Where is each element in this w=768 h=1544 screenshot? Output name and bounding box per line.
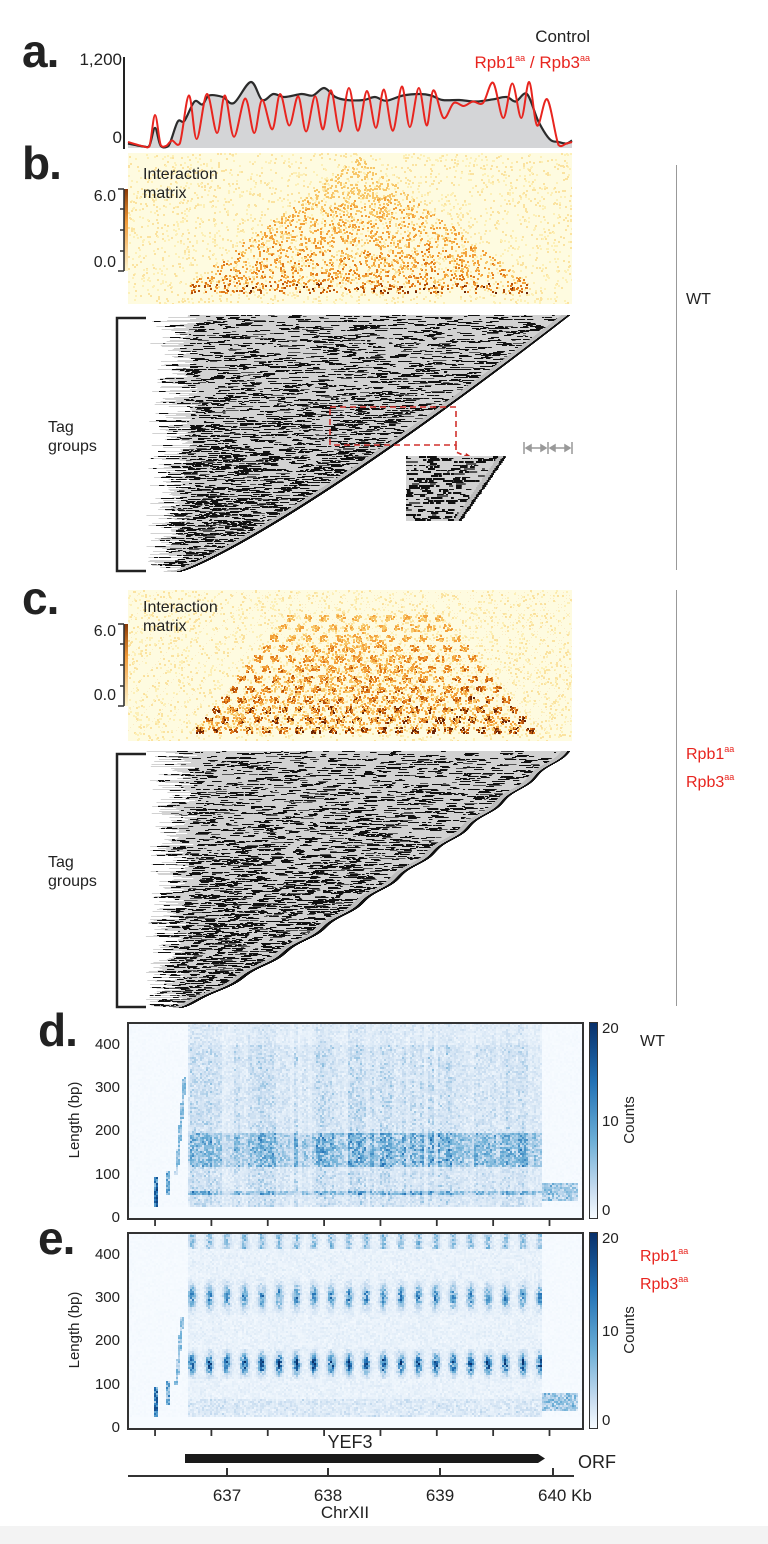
y-tick-label: 300 [94, 1289, 120, 1307]
panel-label-c: c. [22, 572, 59, 624]
legend-mutant: Rpb1aa / Rpb3aa [475, 49, 590, 72]
genome-axis-ticks [226, 1468, 554, 1476]
mutant-rpb3-sup-e: aa [678, 1274, 689, 1284]
y-tick-zero: 0 [112, 128, 122, 147]
chromosome-label: ChrXII [320, 1503, 370, 1522]
orf-arrow [185, 1454, 545, 1463]
gene-track [128, 1454, 574, 1477]
axis-tick-638: 638 [313, 1486, 343, 1505]
condition-label-mutant: Rpb1aa Rpb3aa [686, 738, 734, 794]
interaction-matrix-title-mutant: Interaction matrix [143, 599, 218, 635]
axis-tick-639: 639 [425, 1486, 455, 1505]
cbar-tick-0-wt: 0 [602, 1202, 611, 1219]
mutant-rpb1: Rpb1 [686, 746, 725, 763]
colorbar-tick-min-wt: 0.0 [93, 254, 116, 271]
orf-label: ORF [578, 1452, 616, 1472]
colorbar-tick-min-mutant: 0.0 [93, 687, 116, 704]
coverage-plot [123, 57, 573, 149]
y-tick-label: 200 [94, 1122, 120, 1140]
tag-groups-bracket-mutant [115, 752, 146, 1009]
interaction-matrix-mutant [128, 590, 572, 741]
tag-groups-label-wt: Tag groups [48, 419, 97, 455]
interaction-matrix-title-wt: Interaction matrix [143, 166, 218, 202]
y-tick-label: 300 [94, 1079, 120, 1097]
cbar-tick-0-mutant: 0 [602, 1412, 611, 1429]
gene-name: YEF3 [327, 1432, 373, 1452]
interaction-matrix-wt [128, 153, 572, 304]
counts-colorbar-wt [589, 1022, 598, 1219]
coverage-line-mutant [127, 80, 573, 149]
vplot-frame-wt [127, 1022, 584, 1220]
y-tick-label: 100 [94, 1375, 120, 1393]
zoom-region-box [329, 406, 457, 446]
cbar-tick-10-mutant: 10 [602, 1323, 619, 1340]
vplot-frame-mutant [127, 1232, 584, 1430]
axis-tick-637: 637 [212, 1486, 242, 1505]
panel-label-e: e. [38, 1212, 75, 1264]
panel-label-b: b. [22, 137, 62, 189]
condition-label-d: WT [640, 1033, 665, 1050]
condition-label-wt: WT [686, 291, 711, 308]
y-tick-label: 400 [94, 1035, 120, 1053]
panel-label-a: a. [22, 25, 59, 77]
legend-mutant-sup1: aa [515, 53, 526, 63]
mutant-rpb3-e: Rpb3 [640, 1276, 679, 1293]
tag-groups-label-mutant: Tag groups [48, 854, 97, 890]
y-tick-label: 0 [111, 1419, 120, 1436]
y-tick-label: 0 [111, 1209, 120, 1226]
vplot-heatmap-wt [128, 1023, 582, 1218]
tag-groups-wt [143, 315, 573, 572]
legend-mutant-rpb3: / Rpb3 [525, 53, 580, 72]
colorbar-tick-max-wt: 6.0 [93, 188, 116, 205]
cbar-tick-20-wt: 20 [602, 1020, 619, 1037]
legend-control: Control [535, 27, 590, 46]
mutant-rpb1-sup: aa [724, 744, 735, 754]
interaction-colorbar-wt [118, 188, 128, 272]
interaction-colorbar-mutant [118, 623, 128, 707]
legend-mutant-sup2: aa [579, 53, 590, 63]
mutant-rpb1-sup-e: aa [678, 1246, 689, 1256]
vplot-heatmap-mutant [128, 1233, 582, 1428]
mutant-rpb3-sup: aa [724, 772, 735, 782]
page-bottom-band [0, 1526, 768, 1544]
condition-divider-wt [676, 165, 677, 570]
condition-divider-mutant [676, 590, 677, 1006]
zoom-inset-tag-groups [406, 456, 513, 521]
mutant-rpb3: Rpb3 [686, 774, 725, 791]
colorbar-tick-max-mutant: 6.0 [93, 623, 116, 640]
mutant-rpb1-e: Rpb1 [640, 1248, 679, 1265]
cbar-tick-10-wt: 10 [602, 1113, 619, 1130]
tag-groups-mutant [143, 751, 573, 1008]
spacing-arrows-icon [523, 442, 573, 454]
axis-tick-640: 640 Kb [538, 1486, 592, 1505]
counts-colorbar-mutant [589, 1232, 598, 1429]
y-tick-label: 200 [94, 1332, 120, 1350]
cbar-tick-20-mutant: 20 [602, 1230, 619, 1247]
y-tick-label: 400 [94, 1245, 120, 1263]
y-tick-max: 1,200 [79, 50, 122, 69]
panel-label-d: d. [38, 1004, 78, 1056]
condition-label-e: Rpb1aa Rpb3aa [640, 1240, 688, 1296]
y-tick-label: 100 [94, 1165, 120, 1183]
legend-mutant-rpb1: Rpb1 [474, 53, 516, 72]
